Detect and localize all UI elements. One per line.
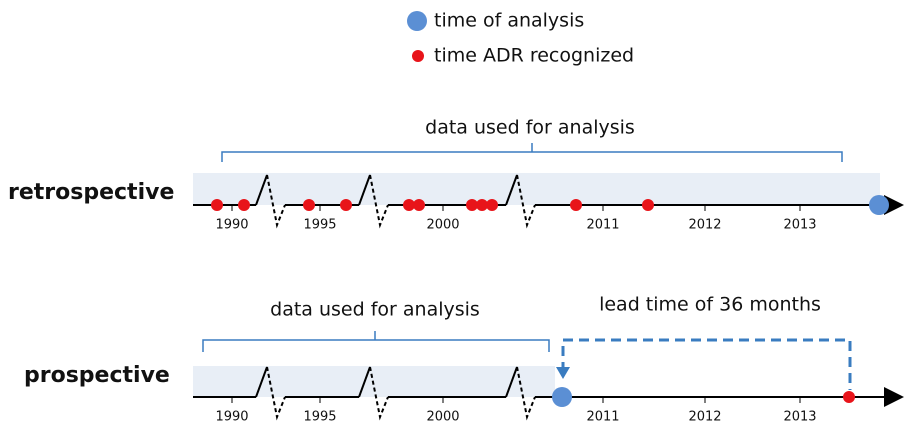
axis-break xyxy=(369,366,389,421)
tick-label: 2000 xyxy=(426,410,459,425)
bracket-label: data used for analysis xyxy=(425,117,635,139)
bracket xyxy=(202,331,550,352)
axis-break xyxy=(266,366,286,421)
axis-break xyxy=(255,366,268,398)
row-label: prospective xyxy=(24,363,170,388)
legend-marker xyxy=(407,11,427,31)
axis-break xyxy=(358,366,371,398)
bracket xyxy=(221,143,843,162)
adr-dot xyxy=(843,391,855,403)
legend-marker xyxy=(412,50,424,62)
tick-label: 1995 xyxy=(303,410,336,425)
analysis-dot xyxy=(869,195,889,215)
tick-label: 2012 xyxy=(688,410,721,425)
axis-break xyxy=(266,174,286,229)
tick-label: 1990 xyxy=(215,410,248,425)
tick-label: 2000 xyxy=(426,218,459,233)
axis-break xyxy=(516,174,536,229)
legend-label: time ADR recognized xyxy=(434,45,634,67)
tick-label: 1995 xyxy=(303,218,336,233)
lead-label: lead time of 36 months xyxy=(599,294,821,316)
adr-dots xyxy=(211,199,654,211)
legend-label: time of analysis xyxy=(434,10,584,32)
tick-label: 2011 xyxy=(586,218,619,233)
lead-box xyxy=(561,338,852,390)
axis-break xyxy=(369,174,389,229)
arrow-head xyxy=(556,367,570,379)
axis-break xyxy=(255,174,268,206)
tick-label: 2011 xyxy=(586,410,619,425)
axis-break xyxy=(505,174,518,206)
axis-break xyxy=(516,366,536,421)
tick-label: 2013 xyxy=(783,410,816,425)
tick-label: 2012 xyxy=(688,218,721,233)
axis: 1990 1995 2000 2011 2012 2013 xyxy=(193,366,904,425)
axis-break xyxy=(358,174,371,206)
bracket-label: data used for analysis xyxy=(270,299,480,321)
data-band xyxy=(193,366,555,397)
tick-label: 2013 xyxy=(783,218,816,233)
tick-label: 1990 xyxy=(215,218,248,233)
data-band xyxy=(193,173,880,205)
axis: 1990 1995 2000 2011 2012 2013 xyxy=(193,174,904,233)
analysis-dot xyxy=(552,387,572,407)
row-label: retrospective xyxy=(8,180,174,205)
axis-break xyxy=(505,366,518,398)
